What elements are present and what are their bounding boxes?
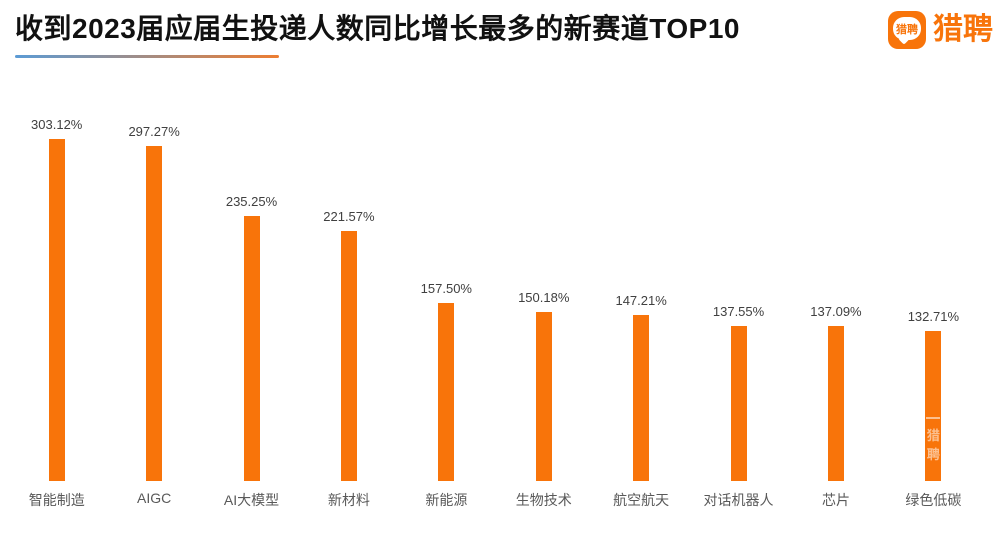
speech-bubble-icon: 猎聘 — [893, 17, 921, 40]
bar-value-label: 147.21% — [615, 293, 667, 308]
chart-column-plot-area: 147.21% — [615, 100, 667, 481]
chart-column-plot-area: 235.25% — [226, 100, 277, 481]
category-label: AI大模型 — [223, 492, 280, 508]
bar-value-label: 137.55% — [712, 304, 765, 319]
chart-column: 235.25% AI大模型 — [203, 100, 300, 510]
title-underline — [15, 55, 279, 58]
bar-value-label: 297.27% — [128, 124, 180, 139]
bar-value-label: 221.57% — [323, 209, 375, 224]
category-label: 绿色低碳 — [905, 492, 962, 508]
bar-chart: 303.12% 智能制造 297.27% AIGC 235.25% AI大模型 221.57… — [8, 100, 982, 510]
category-label: 生物技术 — [515, 492, 572, 508]
chart-column-plot-area: 132.71% 猎聘 — [908, 100, 959, 481]
category-label: 新能源 — [425, 492, 468, 508]
bar-value-label: 132.71% — [907, 309, 960, 324]
bar — [730, 326, 747, 481]
chart-column-plot-area: 221.57% — [323, 100, 375, 481]
bar: 猎聘 — [925, 331, 942, 481]
bar — [633, 315, 650, 481]
logo-icon-text: 猎聘 — [896, 23, 918, 36]
watermark-text: 猎聘 — [926, 428, 940, 463]
chart-column: 303.12% 智能制造 — [8, 100, 105, 510]
bar — [48, 139, 65, 481]
watermark-line — [926, 417, 941, 419]
chart-column: 132.71% 猎聘绿色低碳 — [885, 100, 982, 510]
category-label: 对话机器人 — [703, 492, 774, 508]
chart-column: 147.21% 航空航天 — [592, 100, 689, 510]
liepin-logo: 猎聘 猎聘 — [888, 11, 993, 49]
chart-column-plot-area: 303.12% — [31, 100, 82, 481]
chart-column-plot-area: 297.27% — [128, 100, 180, 481]
bar — [535, 312, 552, 481]
chart-column-plot-area: 137.55% — [713, 100, 764, 481]
chart-column-plot-area: 157.50% — [421, 100, 472, 481]
chart-column: 137.55% 对话机器人 — [690, 100, 787, 510]
chart-column: 157.50% 新能源 — [398, 100, 495, 510]
bar-value-label: 235.25% — [225, 194, 278, 209]
chart-column-plot-area: 150.18% — [518, 100, 569, 481]
category-label: 智能制造 — [28, 492, 85, 508]
chart-column: 137.09% 芯片 — [787, 100, 884, 510]
chart-column-plot-area: 137.09% — [810, 100, 862, 481]
category-label: 新材料 — [327, 492, 370, 508]
bar-value-label: 137.09% — [810, 304, 862, 319]
bar — [438, 303, 455, 481]
bar — [146, 146, 163, 481]
chart-column: 297.27% AIGC — [105, 100, 202, 510]
logo-wordmark: 猎聘 — [933, 13, 993, 46]
category-label: 芯片 — [821, 492, 850, 508]
bar — [340, 231, 357, 481]
bar-value-label: 150.18% — [518, 290, 570, 305]
bar-value-label: 157.50% — [420, 281, 472, 296]
bar-value-label: 303.12% — [31, 117, 83, 132]
page-title: 收到2023届应届生投递人数同比增长最多的新赛道TOP10 — [15, 13, 740, 44]
liepin-logo-icon: 猎聘 — [888, 11, 926, 49]
bar — [827, 326, 844, 481]
category-label: 航空航天 — [613, 492, 670, 508]
bar — [243, 216, 260, 481]
category-label: AIGC — [136, 490, 172, 506]
chart-column: 221.57% 新材料 — [300, 100, 397, 510]
chart-column: 150.18% 生物技术 — [495, 100, 592, 510]
